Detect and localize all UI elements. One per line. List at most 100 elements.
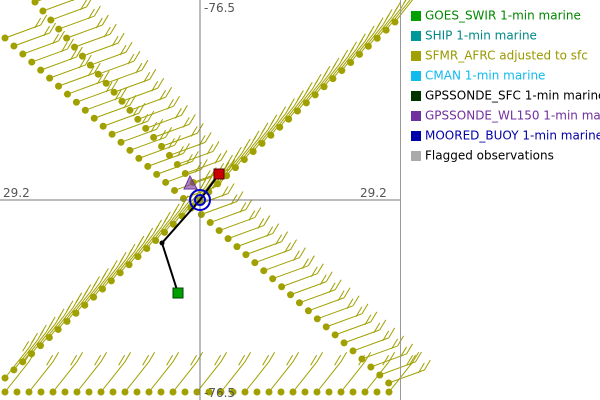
obs-dot bbox=[73, 388, 81, 396]
barb-staff bbox=[146, 218, 171, 249]
legend-label: MOORED_BUOY 1-min marine bbox=[425, 129, 600, 143]
barb-staff bbox=[57, 299, 83, 330]
barb-staff bbox=[22, 331, 47, 363]
barb-feather bbox=[118, 354, 126, 366]
obs-dot bbox=[361, 388, 369, 396]
obs-dot bbox=[169, 388, 177, 396]
barb-feather bbox=[288, 98, 295, 109]
barb-feather bbox=[275, 234, 283, 245]
obs-dot bbox=[134, 253, 142, 261]
barb-staff bbox=[40, 315, 65, 346]
barb-feather bbox=[96, 73, 104, 85]
barb-feather bbox=[272, 223, 280, 234]
barb-feather bbox=[100, 351, 108, 363]
barb-staff bbox=[367, 16, 393, 47]
barb-feather bbox=[188, 114, 196, 125]
obs-dot bbox=[165, 151, 173, 159]
barb-feather bbox=[190, 354, 198, 366]
barb-staff bbox=[235, 137, 260, 168]
top-label: -76.5 bbox=[204, 1, 235, 15]
legend-swatch bbox=[411, 151, 421, 161]
barb-feather bbox=[293, 250, 300, 261]
barb-feather bbox=[220, 351, 228, 363]
obs-dot bbox=[135, 154, 143, 162]
obs-dot bbox=[329, 75, 337, 83]
bottom-label: -76.5 bbox=[204, 386, 235, 400]
obs-dot bbox=[162, 178, 170, 186]
obs-dot bbox=[276, 123, 284, 131]
barb-feather bbox=[358, 354, 366, 366]
barb-feather bbox=[117, 32, 125, 44]
barb-feather bbox=[221, 186, 229, 197]
obs-dot bbox=[347, 58, 355, 66]
barb-staff bbox=[332, 48, 357, 79]
center-obs bbox=[159, 168, 225, 299]
barb-feather bbox=[22, 340, 30, 352]
barb-feather bbox=[72, 0, 74, 2]
barb-feather bbox=[52, 33, 59, 45]
barb-staff bbox=[172, 361, 198, 393]
barb-feather bbox=[340, 351, 348, 363]
barb-feather bbox=[212, 141, 220, 152]
obs-dot bbox=[289, 388, 297, 396]
barb-staff bbox=[268, 361, 294, 393]
barb-feather bbox=[299, 247, 306, 258]
barb-feather bbox=[244, 351, 252, 363]
red-marker bbox=[213, 168, 225, 180]
obs-dot bbox=[181, 388, 189, 396]
barb-feather bbox=[146, 227, 154, 239]
barb-feather bbox=[75, 292, 83, 303]
obs-dot bbox=[81, 106, 89, 114]
obs-dot bbox=[171, 186, 179, 194]
barb-staff bbox=[128, 234, 154, 266]
left-label: 29.2 bbox=[3, 186, 30, 200]
barb-feather bbox=[95, 17, 103, 29]
goes-marker bbox=[172, 287, 184, 299]
obs-dot bbox=[19, 50, 27, 58]
obs-dot bbox=[157, 388, 165, 396]
barb-feather bbox=[358, 33, 366, 45]
obs-dot bbox=[320, 83, 328, 91]
obs-dot bbox=[121, 388, 129, 396]
obs-dot bbox=[37, 388, 45, 396]
barb-feather bbox=[127, 53, 135, 65]
barb-staff bbox=[48, 307, 74, 338]
obs-dot bbox=[31, 0, 39, 6]
obs-dot bbox=[108, 130, 116, 138]
barb-feather bbox=[133, 50, 141, 62]
barb-feather bbox=[263, 215, 271, 226]
barb-staff bbox=[31, 323, 56, 355]
barb-feather bbox=[70, 354, 78, 366]
barb-feather bbox=[415, 351, 422, 363]
barb-feather bbox=[86, 0, 92, 8]
obs-dot bbox=[36, 342, 44, 350]
barb-feather bbox=[385, 9, 393, 20]
barb-feather bbox=[165, 87, 173, 98]
barb-staff bbox=[292, 361, 318, 393]
barb-feather bbox=[111, 35, 119, 47]
barb-feather bbox=[173, 96, 180, 107]
barb-feather bbox=[252, 130, 260, 142]
barb-feather bbox=[157, 77, 165, 89]
obs-dot bbox=[206, 219, 214, 227]
barb-feather bbox=[49, 22, 57, 34]
obs-dot bbox=[63, 90, 71, 98]
barb-staff bbox=[100, 361, 126, 393]
right-label: 29.2 bbox=[360, 186, 387, 200]
barb-feather bbox=[230, 194, 238, 205]
obs-dot bbox=[205, 388, 213, 396]
obs-dot bbox=[13, 388, 21, 396]
barb-feather bbox=[163, 211, 171, 223]
obs-dot bbox=[313, 388, 321, 396]
obs-dot bbox=[367, 363, 375, 371]
barb-feather bbox=[301, 258, 309, 269]
barb-feather bbox=[67, 38, 74, 50]
barb-feather bbox=[167, 99, 174, 110]
barb-feather bbox=[268, 351, 276, 363]
obs-dot bbox=[293, 107, 301, 115]
barb-staff bbox=[84, 275, 109, 306]
barb-feather bbox=[166, 354, 174, 366]
barb-feather bbox=[102, 70, 110, 82]
obs-dot bbox=[364, 42, 372, 50]
obs-dot bbox=[102, 79, 110, 87]
